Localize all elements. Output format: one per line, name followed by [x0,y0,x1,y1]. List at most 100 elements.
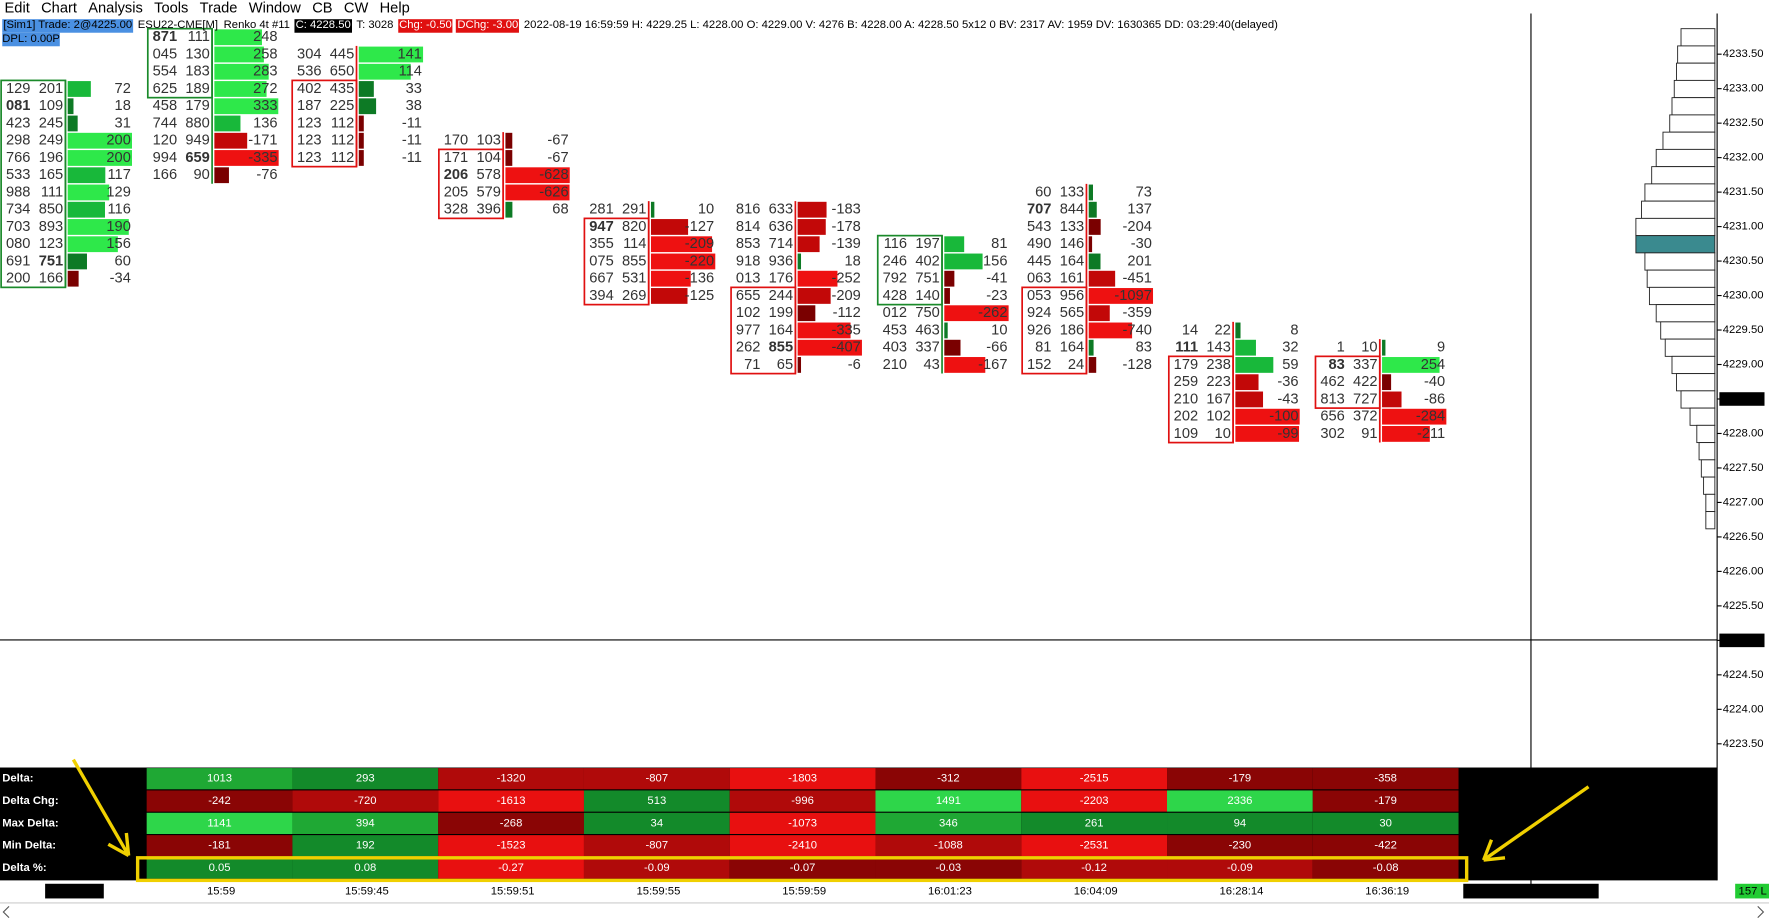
ask-volume: 112 [331,115,354,131]
ask-volume: 176 [769,271,793,287]
table-value: -1613 [497,795,526,807]
ask-volume: 578 [476,167,500,183]
table-value: 94 [1234,817,1247,829]
bid-volume: 655 [736,288,760,304]
delta-value: -359 [1123,305,1152,321]
delta-value: 73 [1136,184,1152,200]
price-label: 4225.00 [1723,634,1764,646]
delta-value: 156 [106,236,130,252]
profile-bar [1680,28,1716,47]
menu-item[interactable]: CW [343,0,369,16]
price-label: 4227.00 [1723,496,1764,508]
delta-bar [1382,391,1402,408]
instrument: ESU22-CME[M] [137,19,219,32]
menu-item[interactable]: CB [312,0,333,16]
profile-bar [1673,79,1716,99]
ask-volume: 337 [1353,357,1377,373]
menu-item[interactable]: Trade [199,0,238,16]
table-value: -1088 [934,840,963,852]
table-cell [292,768,439,790]
delta-value: -139 [831,236,860,252]
delta-bar [214,81,267,97]
ask-volume: 167 [1206,391,1230,407]
delta-bar [358,150,364,166]
table-cell [1021,790,1168,812]
delta-value: -628 [539,167,568,183]
table-cell [729,835,876,857]
ask-volume: 249 [39,133,63,149]
delta-value: 32 [1282,340,1298,356]
table-cell [146,835,293,857]
table-cell [583,857,730,879]
table-value: -422 [1374,840,1397,852]
delta-bar [944,270,955,287]
bid-volume: 075 [589,253,613,269]
delta-bar [1088,288,1154,304]
ask-volume: 24 [1068,357,1084,373]
ask-volume: 112 [331,133,354,149]
delta-value: 129 [106,184,130,200]
delta-value: 10 [698,202,714,218]
price-label: 4229.00 [1723,358,1764,370]
bid-volume: 200 [6,271,30,287]
delta-bar [358,132,364,149]
ask-volume: 893 [39,219,63,235]
delta-bar [944,253,983,270]
ask-volume: 164 [1060,253,1084,269]
table-value: -1523 [497,840,526,852]
ask-volume: 579 [476,184,500,200]
ask-volume: 422 [1353,374,1377,390]
menu-item[interactable]: Edit [4,0,30,16]
ask-volume: 727 [1353,391,1377,407]
delta-value: -40 [1424,374,1445,390]
price-label: 4223.50 [1723,738,1764,750]
menu-item[interactable]: Tools [154,0,189,16]
ask-volume: 143 [1206,340,1230,356]
ask-volume: 396 [476,202,500,218]
ask-volume: 291 [622,202,646,218]
menu-item[interactable]: Window [248,0,301,16]
bid-volume: 792 [883,271,907,287]
table-cell [1167,835,1313,857]
table-cell [1312,812,1459,834]
time-label: 15:59:55 [636,886,680,898]
delta-bar [214,167,229,184]
bid-volume: 259 [1174,374,1198,390]
time-label: 15:59:51 [491,886,535,898]
row-label: Max Delta: [2,817,58,829]
delta-value: -128 [1123,357,1152,373]
bid-volume: 554 [153,64,177,80]
table-cell [729,857,876,879]
date-label: 2022-8-19 [49,886,100,898]
dpl: DPL: 0.00P [2,32,60,47]
close: C: 4228.50 [294,19,352,33]
ask-volume: 111 [188,29,210,45]
price-label: 4227.50 [1723,462,1764,474]
candle-body [146,27,213,99]
delta-value: 33 [406,81,422,97]
delta-value: -67 [547,150,568,166]
table-cell [438,812,584,834]
delta-bar [944,305,1009,322]
ask-volume: 844 [1060,202,1084,218]
delta-bar [67,167,106,184]
menu-item[interactable]: Analysis [88,0,143,16]
bid-volume: 744 [153,115,177,131]
bid-volume: 543 [1027,219,1051,235]
time-label: 16:28:14 [1220,886,1264,898]
profile-bar [1676,62,1716,81]
bid-volume: 298 [6,133,30,149]
delta-value: -66 [986,340,1007,356]
ask-volume: 445 [330,46,354,62]
price-highlight [1719,633,1765,648]
ask-volume: 750 [915,305,939,321]
table-value: 30 [1379,817,1392,829]
ask-volume: 714 [769,236,793,252]
bid-volume: 262 [736,340,760,356]
profile-bar [1676,373,1716,392]
menu-item[interactable]: Help [379,0,410,16]
table-cell [729,812,876,834]
table-cell [1021,857,1168,879]
bid-volume: 1 [1337,340,1345,356]
menu-item[interactable]: Chart [41,0,77,16]
